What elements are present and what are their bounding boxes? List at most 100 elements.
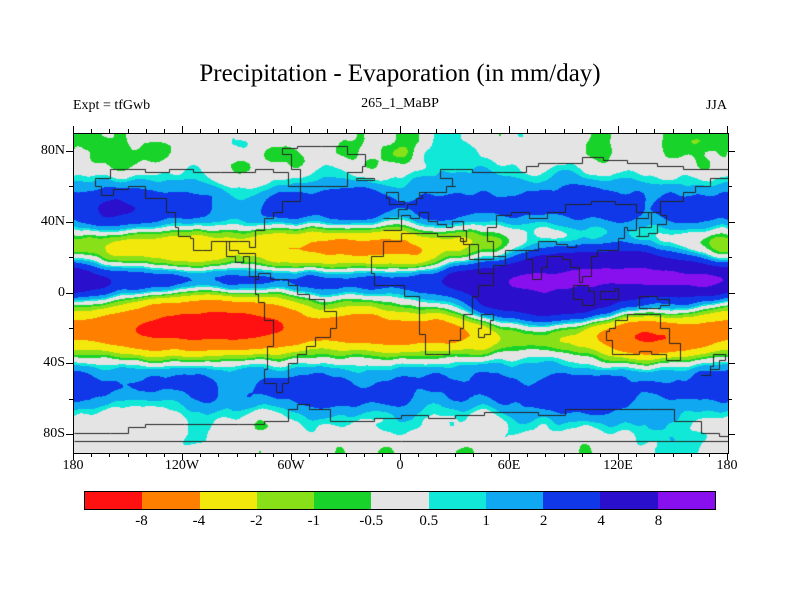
x-minor-tick bbox=[473, 453, 474, 457]
y-tick-label: 0 bbox=[58, 284, 65, 300]
x-tick-label: 120E bbox=[603, 458, 633, 473]
x-minor-tick bbox=[455, 453, 456, 457]
y-major-tick-right bbox=[728, 151, 735, 152]
colorbar-tick-label: 1 bbox=[482, 513, 490, 529]
y-tick-label: 40N bbox=[40, 213, 65, 229]
y-major-tick-right bbox=[728, 293, 735, 294]
colorbar-band bbox=[543, 492, 601, 509]
y-major-tick bbox=[66, 222, 73, 223]
x-major-tick bbox=[291, 453, 292, 460]
x-minor-tick-top bbox=[273, 129, 274, 133]
y-major-tick bbox=[66, 434, 73, 435]
x-minor-tick-top bbox=[491, 129, 492, 133]
y-minor-tick bbox=[69, 399, 73, 400]
x-minor-tick bbox=[436, 453, 437, 457]
x-minor-tick-top bbox=[164, 129, 165, 133]
x-minor-tick bbox=[527, 453, 528, 457]
x-minor-tick-top bbox=[709, 129, 710, 133]
x-minor-tick bbox=[237, 453, 238, 457]
colorbar-tick-label: -8 bbox=[135, 513, 148, 529]
x-minor-tick bbox=[636, 453, 637, 457]
x-minor-tick-top bbox=[109, 129, 110, 133]
experiment-label: Expt = tfGwb bbox=[73, 98, 151, 113]
x-minor-tick-top bbox=[564, 129, 565, 133]
x-minor-tick-top bbox=[691, 129, 692, 133]
contour-map-canvas bbox=[74, 134, 728, 453]
x-minor-tick-top bbox=[128, 129, 129, 133]
x-major-tick-top bbox=[618, 126, 619, 133]
y-minor-tick bbox=[69, 257, 73, 258]
x-minor-tick-top bbox=[309, 129, 310, 133]
x-minor-tick bbox=[218, 453, 219, 457]
colorbar-band bbox=[142, 492, 200, 509]
x-minor-tick bbox=[146, 453, 147, 457]
y-tick-label: 80S bbox=[43, 426, 65, 442]
x-minor-tick-top bbox=[582, 129, 583, 133]
x-major-tick bbox=[400, 453, 401, 460]
x-minor-tick-top bbox=[600, 129, 601, 133]
x-minor-tick bbox=[346, 453, 347, 457]
x-major-tick-top bbox=[182, 126, 183, 133]
x-tick-label: 0 bbox=[396, 458, 404, 473]
y-major-tick bbox=[66, 151, 73, 152]
x-major-tick-top bbox=[291, 126, 292, 133]
x-minor-tick bbox=[273, 453, 274, 457]
x-minor-tick-top bbox=[255, 129, 256, 133]
x-minor-tick-top bbox=[91, 129, 92, 133]
case-label: 265_1_MaBP bbox=[361, 96, 439, 111]
x-major-tick bbox=[73, 453, 74, 460]
y-major-tick-right bbox=[728, 222, 735, 223]
y-minor-tick-right bbox=[728, 328, 732, 329]
x-minor-tick bbox=[200, 453, 201, 457]
y-major-tick bbox=[66, 363, 73, 364]
y-major-tick bbox=[66, 293, 73, 294]
x-minor-tick bbox=[673, 453, 674, 457]
x-major-tick bbox=[727, 453, 728, 460]
x-minor-tick-top bbox=[473, 129, 474, 133]
colorbar-tick-label: 4 bbox=[597, 513, 605, 529]
page-title: Precipitation - Evaporation (in mm/day) bbox=[199, 60, 601, 87]
colorbar-band bbox=[485, 492, 544, 509]
x-major-tick-top bbox=[509, 126, 510, 133]
x-minor-tick-top bbox=[654, 129, 655, 133]
x-tick-label: 120W bbox=[164, 458, 200, 473]
x-major-tick bbox=[509, 453, 510, 460]
x-minor-tick bbox=[382, 453, 383, 457]
x-minor-tick-top bbox=[436, 129, 437, 133]
colorbar-band bbox=[85, 492, 143, 509]
y-major-tick-right bbox=[728, 363, 735, 364]
x-minor-tick-top bbox=[545, 129, 546, 133]
x-minor-tick-top bbox=[636, 129, 637, 133]
x-minor-tick-top bbox=[346, 129, 347, 133]
x-minor-tick-top bbox=[327, 129, 328, 133]
x-minor-tick-top bbox=[527, 129, 528, 133]
x-minor-tick bbox=[709, 453, 710, 457]
colorbar-band bbox=[256, 492, 315, 509]
y-major-tick-right bbox=[728, 434, 735, 435]
colorbar-tick-label: 2 bbox=[539, 513, 548, 529]
x-major-tick bbox=[618, 453, 619, 460]
season-label: JJA bbox=[705, 98, 727, 113]
x-minor-tick bbox=[600, 453, 601, 457]
x-minor-tick bbox=[582, 453, 583, 457]
x-minor-tick-top bbox=[200, 129, 201, 133]
x-minor-tick-top bbox=[218, 129, 219, 133]
colorbar-tick-label: -0.5 bbox=[359, 513, 384, 529]
x-major-tick-top bbox=[400, 126, 401, 133]
y-minor-tick-right bbox=[728, 257, 732, 258]
x-minor-tick-top bbox=[418, 129, 419, 133]
x-minor-tick-top bbox=[146, 129, 147, 133]
x-minor-tick bbox=[327, 453, 328, 457]
colorbar-band bbox=[199, 492, 257, 509]
x-minor-tick bbox=[364, 453, 365, 457]
colorbar-band bbox=[600, 492, 658, 509]
y-minor-tick-right bbox=[728, 186, 732, 187]
x-tick-label: 60E bbox=[497, 458, 521, 473]
x-minor-tick bbox=[109, 453, 110, 457]
x-minor-tick bbox=[309, 453, 310, 457]
colorbar-tick-label: -1 bbox=[307, 513, 321, 529]
x-minor-tick bbox=[255, 453, 256, 457]
x-major-tick-top bbox=[73, 126, 74, 133]
x-major-tick-top bbox=[727, 126, 728, 133]
x-minor-tick-top bbox=[455, 129, 456, 133]
